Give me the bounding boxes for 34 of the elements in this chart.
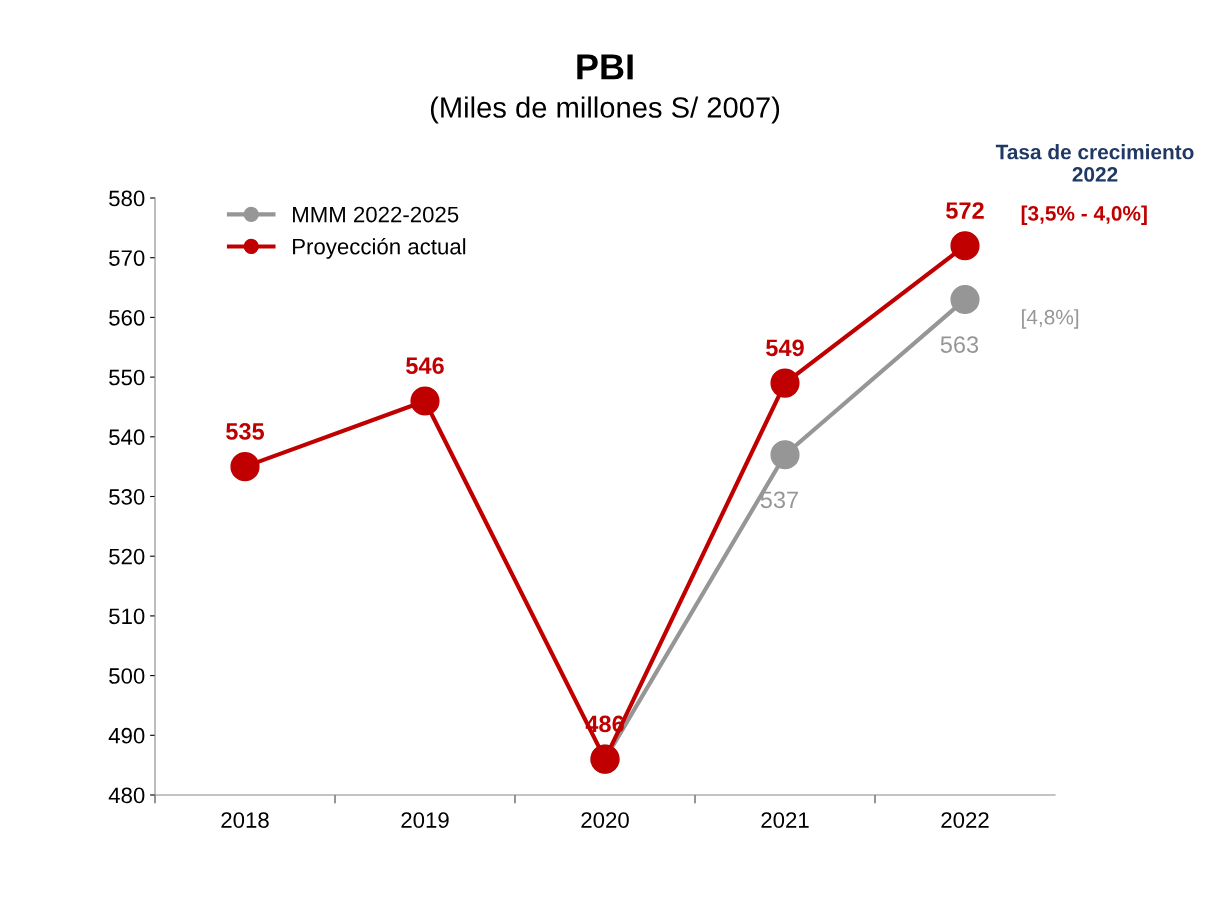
x-tick-label: 2020 bbox=[581, 812, 629, 828]
annotation: [3,5% - 4,0%] bbox=[1021, 205, 1147, 225]
point bbox=[950, 231, 980, 261]
data-label: 546 bbox=[406, 357, 444, 375]
chart-title: PBI bbox=[577, 54, 633, 80]
y-tick-label: 500 bbox=[109, 668, 145, 684]
data-label: 563 bbox=[940, 336, 979, 353]
y-tick-label: 570 bbox=[109, 250, 145, 266]
y-tick-label: 520 bbox=[109, 548, 145, 565]
point bbox=[410, 386, 440, 416]
annotation: [4,8%] bbox=[1022, 309, 1079, 329]
x-tick-label: 2022 bbox=[941, 812, 989, 828]
y-tick-label: 560 bbox=[109, 309, 145, 326]
x-tick-label: 2019 bbox=[401, 812, 449, 828]
y-tick-label: 580 bbox=[109, 190, 145, 207]
point bbox=[770, 368, 800, 398]
data-label: 549 bbox=[766, 339, 804, 357]
point bbox=[770, 440, 800, 470]
legend-label: MMM 2022-2025 bbox=[293, 206, 459, 223]
point bbox=[950, 284, 980, 315]
x-tick-label: 2018 bbox=[221, 812, 269, 828]
text: Tasa de crecimiento 2022 bbox=[995, 144, 1194, 182]
y-tick-label: 480 bbox=[108, 787, 145, 804]
legend-label: Proyección actual bbox=[293, 237, 466, 259]
chart-subtitle: (Miles de millones S/ 2007) bbox=[430, 96, 780, 124]
x-tick-label: 2021 bbox=[761, 812, 809, 828]
data-label: 572 bbox=[946, 202, 984, 219]
point bbox=[230, 452, 260, 482]
y-tick-label: 550 bbox=[109, 369, 145, 386]
y-tick-label: 510 bbox=[109, 608, 145, 625]
data-label: 535 bbox=[226, 423, 265, 440]
y-tick-label: 530 bbox=[109, 489, 145, 505]
y-tick-label: 490 bbox=[108, 727, 145, 744]
y-tick-label: 540 bbox=[109, 429, 145, 446]
